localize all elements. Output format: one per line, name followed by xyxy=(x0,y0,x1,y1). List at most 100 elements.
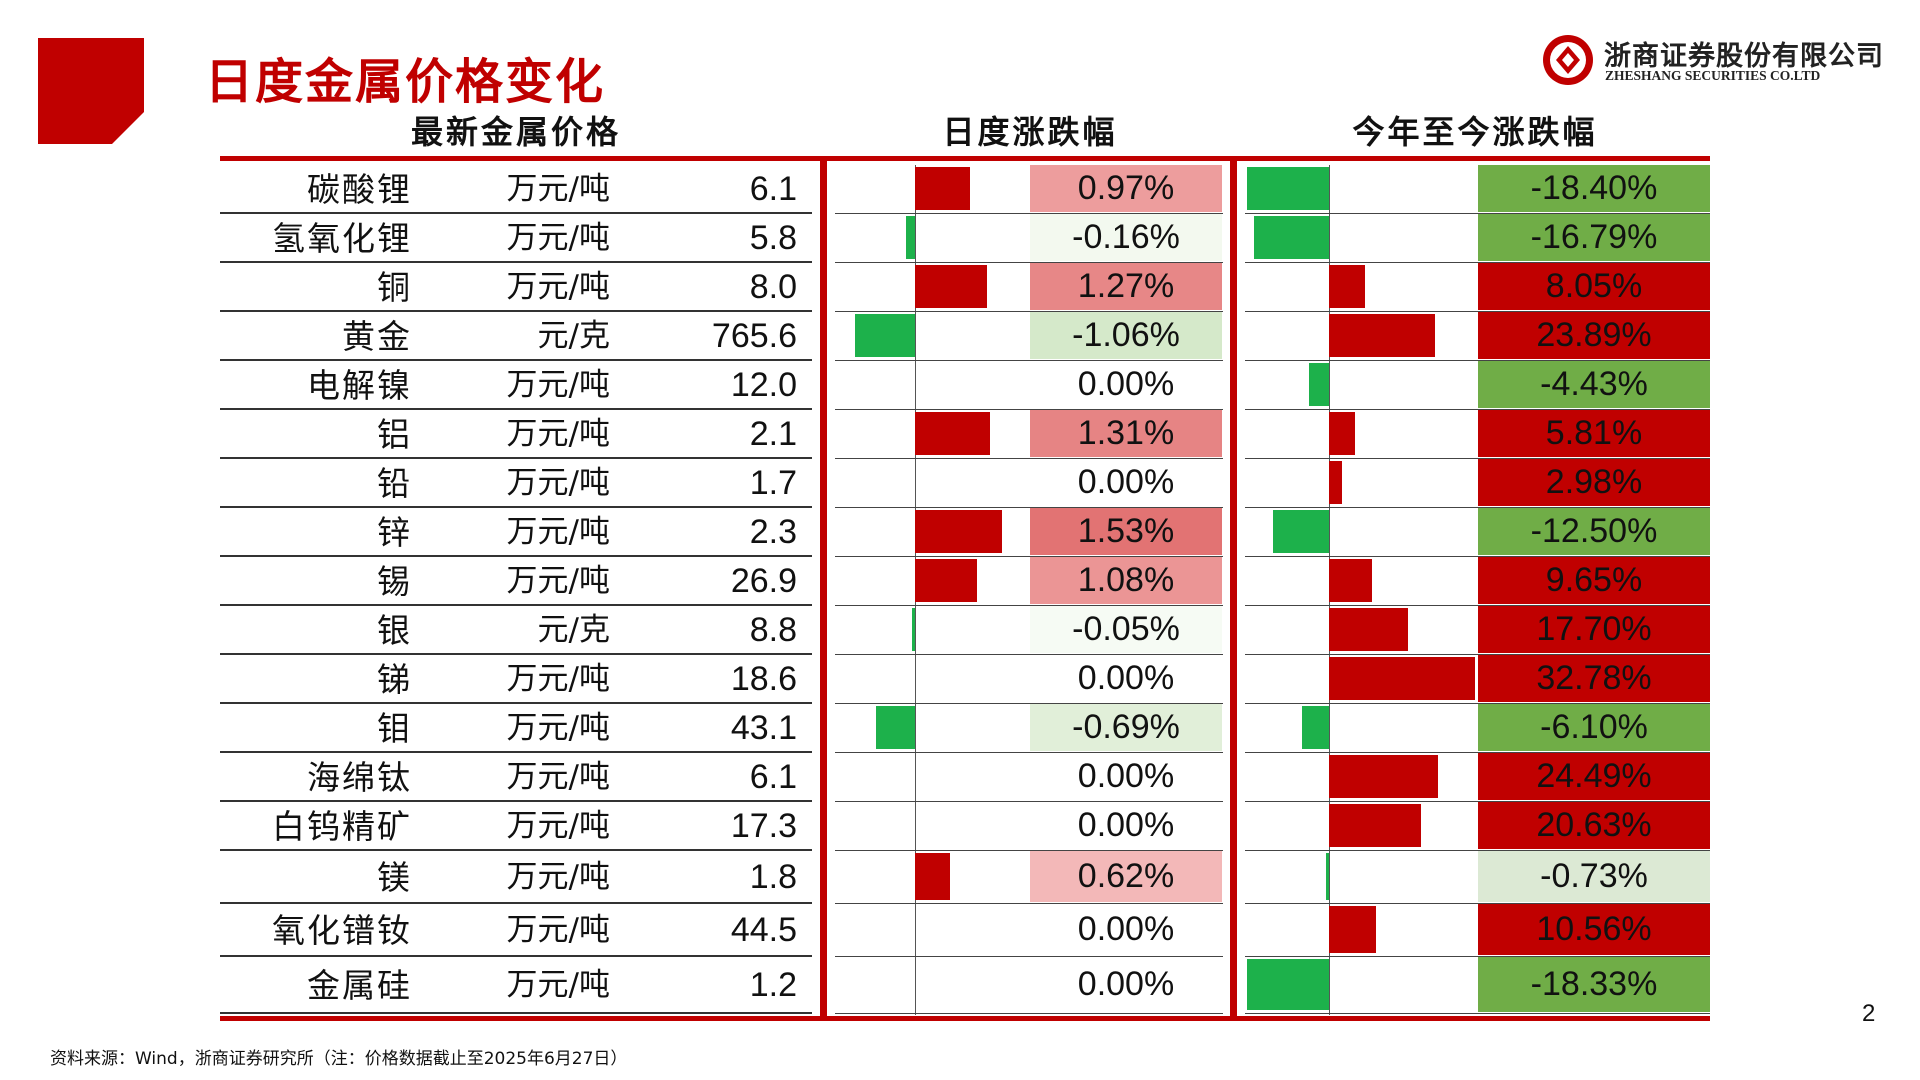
ytd-up-bar xyxy=(1329,657,1475,700)
daily-down-bar xyxy=(875,706,915,749)
metal-name: 锌 xyxy=(377,513,412,552)
metal-name: 钼 xyxy=(377,709,412,748)
metal-unit: 万元/吨 xyxy=(506,710,610,746)
daily-change-label: 0.00% xyxy=(1077,965,1175,1003)
row-separator xyxy=(1245,703,1710,704)
table-row: 白钨精矿 万元/吨 17.3 0.00% 20.63% xyxy=(0,802,1920,851)
divider-left xyxy=(820,156,827,1021)
metal-price: 1.8 xyxy=(749,858,797,896)
table-row: 锑 万元/吨 18.6 0.00% 32.78% xyxy=(0,655,1920,704)
header-latest-price: 最新金属价格 xyxy=(410,113,621,151)
row-separator xyxy=(1245,903,1710,904)
row-separator xyxy=(835,262,1223,263)
metal-name: 黄金 xyxy=(342,317,412,356)
table-row: 铜 万元/吨 8.0 1.27% 8.05% xyxy=(0,263,1920,312)
daily-up-bar xyxy=(915,853,951,900)
ytd-down-bar xyxy=(1254,216,1329,259)
ytd-up-bar xyxy=(1329,461,1343,504)
table-top-rule xyxy=(220,156,1710,161)
divider-right xyxy=(1230,156,1237,1021)
metal-price: 17.3 xyxy=(730,807,797,845)
metal-unit: 万元/吨 xyxy=(506,269,610,305)
row-separator xyxy=(220,702,812,704)
table-row: 镁 万元/吨 1.8 0.62% -0.73% xyxy=(0,851,1920,904)
metal-unit: 万元/吨 xyxy=(506,661,610,697)
daily-change-label: -0.69% xyxy=(1030,704,1222,751)
metal-name: 银 xyxy=(377,611,412,650)
daily-down-bar xyxy=(912,608,915,651)
row-separator xyxy=(220,1012,812,1014)
table-row: 铅 万元/吨 1.7 0.00% 2.98% xyxy=(0,459,1920,508)
metal-unit: 元/克 xyxy=(537,318,610,354)
row-separator xyxy=(220,457,812,459)
table-row: 黄金 元/克 765.6 -1.06% 23.89% xyxy=(0,312,1920,361)
row-separator xyxy=(1245,654,1710,655)
ytd-change-label: 17.70% xyxy=(1478,606,1710,653)
ytd-up-bar xyxy=(1329,804,1421,847)
row-separator xyxy=(1245,262,1710,263)
ytd-change-label: -18.33% xyxy=(1478,957,1710,1012)
daily-change-label: 0.00% xyxy=(1077,757,1175,795)
row-separator xyxy=(1245,311,1710,312)
row-separator xyxy=(220,212,812,214)
metal-name: 碳酸锂 xyxy=(307,170,412,209)
row-separator xyxy=(835,903,1223,904)
metal-unit: 万元/吨 xyxy=(506,912,610,948)
page-number: 2 xyxy=(1862,1000,1876,1027)
metal-price: 44.5 xyxy=(730,911,797,949)
row-separator xyxy=(1245,213,1710,214)
daily-up-bar xyxy=(915,167,971,210)
metal-name: 铅 xyxy=(377,464,412,503)
daily-down-bar xyxy=(854,314,915,357)
metal-unit: 万元/吨 xyxy=(506,514,610,550)
metal-name: 铜 xyxy=(377,268,412,307)
row-separator xyxy=(835,654,1223,655)
ytd-down-bar xyxy=(1273,510,1329,553)
ytd-change-label: -0.73% xyxy=(1478,851,1710,902)
daily-change-label: 1.31% xyxy=(1030,410,1222,457)
daily-up-bar xyxy=(915,412,990,455)
row-separator xyxy=(1245,409,1710,410)
row-separator xyxy=(835,311,1223,312)
table-row: 海绵钛 万元/吨 6.1 0.00% 24.49% xyxy=(0,753,1920,802)
row-separator xyxy=(220,653,812,655)
daily-change-label: 0.00% xyxy=(1077,910,1175,948)
row-separator xyxy=(835,752,1223,753)
metal-price: 8.0 xyxy=(749,268,797,306)
row-separator xyxy=(220,800,812,802)
metal-unit: 万元/吨 xyxy=(506,859,610,895)
row-separator xyxy=(835,956,1223,957)
row-separator xyxy=(835,360,1223,361)
metal-unit: 万元/吨 xyxy=(506,220,610,256)
header-ytd-change: 今年至今涨跌幅 xyxy=(1352,113,1598,151)
ytd-down-bar xyxy=(1247,167,1329,210)
page-title: 日度金属价格变化 xyxy=(205,54,606,110)
ytd-change-label: 20.63% xyxy=(1478,802,1710,849)
source-note: 资料来源：Wind，浙商证券研究所（注：价格数据截止至2025年6月27日） xyxy=(50,1049,628,1069)
table-row: 锡 万元/吨 26.9 1.08% 9.65% xyxy=(0,557,1920,606)
metal-name: 镁 xyxy=(377,858,412,897)
metal-name: 氧化镨钕 xyxy=(272,911,412,950)
header-daily-change: 日度涨跌幅 xyxy=(942,113,1118,151)
row-separator xyxy=(220,359,812,361)
table-row: 铝 万元/吨 2.1 1.31% 5.81% xyxy=(0,410,1920,459)
daily-up-bar xyxy=(915,559,977,602)
row-separator xyxy=(1245,360,1710,361)
metal-price: 2.1 xyxy=(749,415,797,453)
row-separator xyxy=(1245,1013,1710,1014)
daily-change-label: -0.16% xyxy=(1030,214,1222,261)
metal-price: 8.8 xyxy=(749,611,797,649)
ytd-down-bar xyxy=(1247,959,1329,1010)
table-row: 锌 万元/吨 2.3 1.53% -12.50% xyxy=(0,508,1920,557)
row-separator xyxy=(220,751,812,753)
row-separator xyxy=(220,506,812,508)
metal-unit: 万元/吨 xyxy=(506,465,610,501)
logo-name-en: ZHESHANG SECURITIES CO.LTD xyxy=(1605,68,1821,83)
table-row: 金属硅 万元/吨 1.2 0.00% -18.33% xyxy=(0,957,1920,1014)
metal-unit: 万元/吨 xyxy=(506,759,610,795)
daily-change-label: -1.06% xyxy=(1030,312,1222,359)
row-separator xyxy=(1245,458,1710,459)
ytd-change-label: 23.89% xyxy=(1478,312,1710,359)
row-separator xyxy=(835,801,1223,802)
row-separator xyxy=(220,849,812,851)
